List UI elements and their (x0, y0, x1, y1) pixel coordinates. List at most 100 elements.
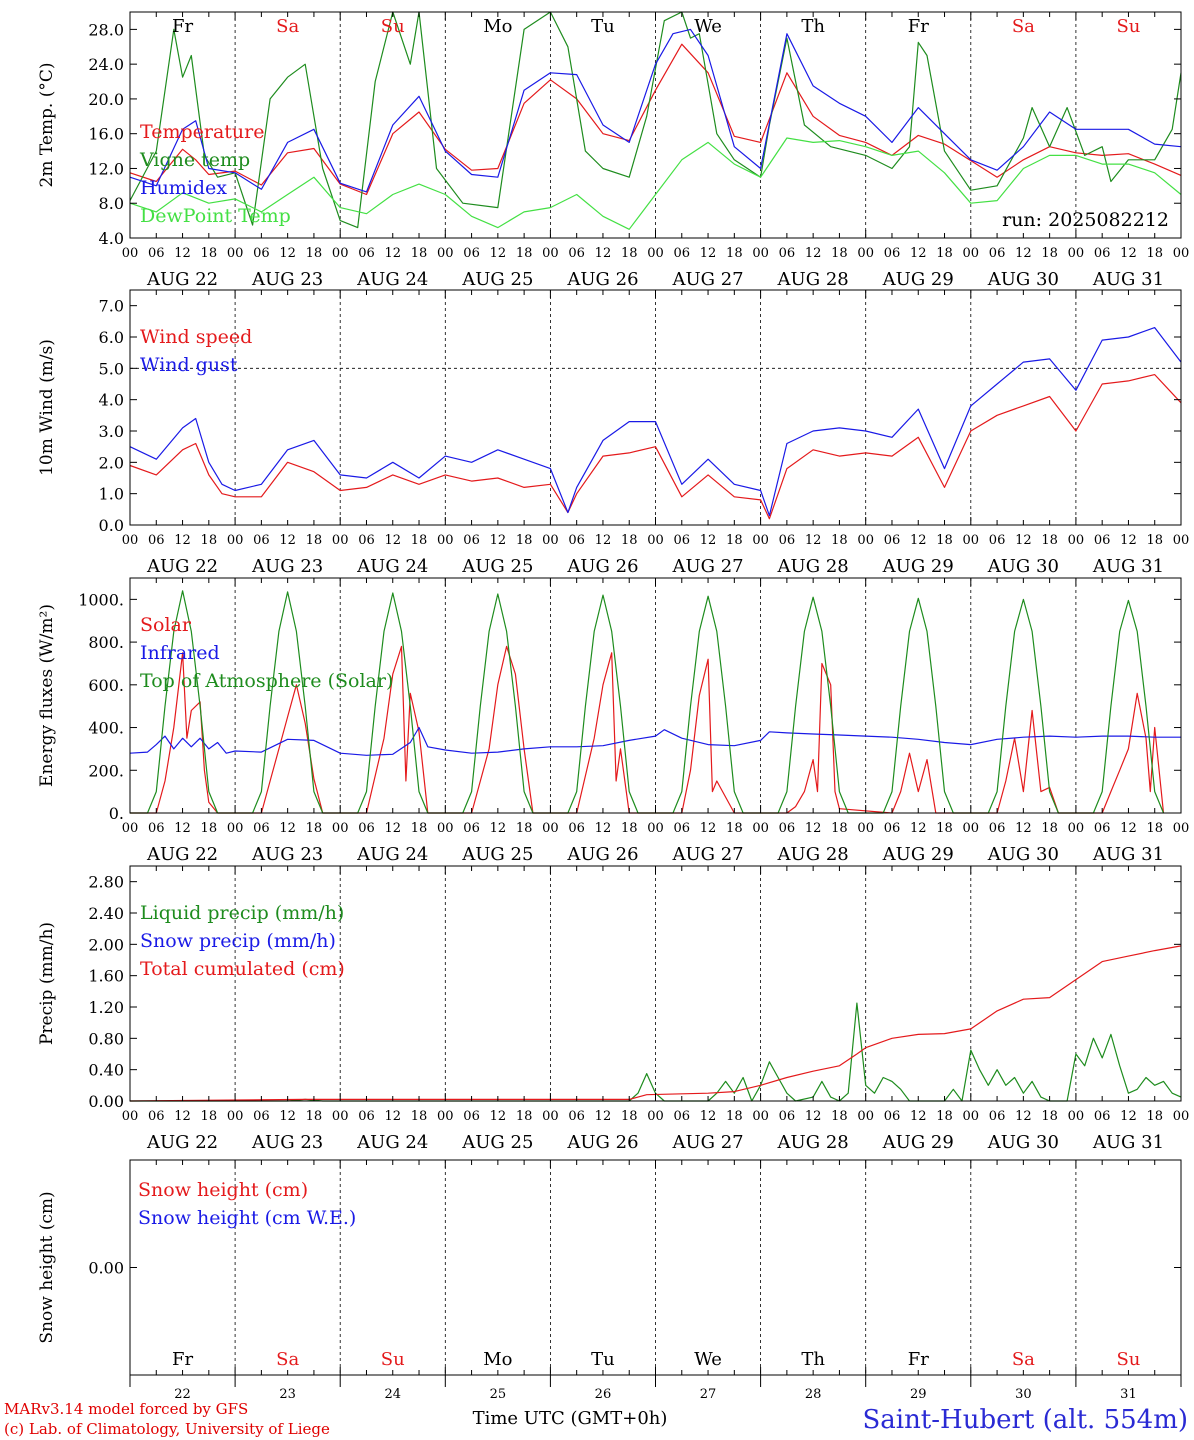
date-label: AUG 26 (566, 556, 638, 577)
hour-tick-label: 12 (805, 246, 822, 261)
y-axis-label: Snow height (cm) (37, 1191, 57, 1343)
hour-tick-label: 06 (1094, 533, 1111, 548)
day-label: Fr (172, 16, 193, 37)
date-label: AUG 24 (356, 844, 428, 865)
day-label: We (694, 16, 722, 37)
hour-tick-label: 06 (148, 1109, 165, 1124)
hour-tick-label: 00 (437, 1109, 454, 1124)
hour-tick-label: 12 (279, 533, 296, 548)
series-humidex (129, 28, 1182, 193)
hour-tick-label: 00 (122, 821, 139, 836)
hour-tick-label: 06 (779, 533, 796, 548)
hour-tick-label: 00 (227, 246, 244, 261)
date-label: AUG 31 (1092, 269, 1164, 290)
hour-tick-label: 00 (963, 1109, 980, 1124)
date-label: AUG 28 (777, 269, 849, 290)
date-label: AUG 25 (461, 844, 533, 865)
y-tick-label: 28.0 (88, 20, 124, 39)
hour-tick-label: 12 (805, 533, 822, 548)
hour-tick-label: 00 (332, 1109, 349, 1124)
hour-tick-label: 12 (805, 821, 822, 836)
series-dewpoint-temp (129, 137, 1182, 230)
hour-tick-label: 00 (857, 533, 874, 548)
date-label: AUG 26 (566, 844, 638, 865)
hour-tick-label: 00 (963, 246, 980, 261)
date-label: AUG 30 (987, 556, 1059, 577)
day-label: Tu (591, 1349, 615, 1370)
hour-tick-label: 06 (463, 246, 480, 261)
hour-tick-label: 12 (1120, 1109, 1137, 1124)
y-tick-label: 4.0 (99, 391, 124, 410)
hour-tick-label: 18 (516, 246, 533, 261)
hour-tick-label: 06 (1094, 821, 1111, 836)
hour-tick-label: 06 (463, 533, 480, 548)
date-label: AUG 25 (461, 556, 533, 577)
hour-tick-label: 06 (884, 1109, 901, 1124)
hour-tick-label: 06 (884, 821, 901, 836)
hour-tick-label: 18 (306, 246, 323, 261)
hour-tick-label: 18 (306, 821, 323, 836)
hour-tick-label: 18 (936, 821, 953, 836)
hour-tick-label: 00 (1068, 533, 1085, 548)
hour-tick-label: 12 (1120, 246, 1137, 261)
date-label: AUG 22 (146, 269, 218, 290)
date-label: AUG 22 (146, 844, 218, 865)
hour-tick-label: 12 (1015, 821, 1032, 836)
hour-tick-label: 00 (647, 821, 664, 836)
date-label: AUG 23 (251, 556, 323, 577)
day-number: 31 (1120, 1387, 1137, 1402)
panel-2 (129, 289, 1182, 526)
hour-tick-label: 00 (437, 821, 454, 836)
legend-entry: Total cumulated (cm) (140, 958, 345, 980)
hour-tick-label: 06 (1094, 1109, 1111, 1124)
hour-tick-label: 12 (700, 1109, 717, 1124)
y-tick-label: 12.0 (88, 159, 124, 178)
day-label: Th (801, 1349, 825, 1370)
series-top-of-atmosphere-solar- (130, 590, 1165, 814)
date-label: AUG 23 (251, 1132, 323, 1153)
hour-tick-label: 00 (963, 821, 980, 836)
date-label: AUG 31 (1092, 556, 1164, 577)
hour-tick-label: 18 (411, 1109, 428, 1124)
hour-tick-label: 00 (647, 1109, 664, 1124)
hour-tick-label: 12 (910, 533, 927, 548)
hour-tick-label: 18 (621, 821, 638, 836)
y-axis-label: Energy fluxes (W/m²) (37, 604, 57, 787)
legend-entry: Infrared (140, 642, 220, 664)
series-infrared (129, 726, 1181, 756)
hour-tick-label: 00 (857, 821, 874, 836)
hour-tick-label: 18 (621, 533, 638, 548)
y-tick-label: 1000. (78, 590, 124, 609)
hour-tick-label: 12 (384, 533, 401, 548)
legend-entry: Liquid precip (mm/h) (140, 902, 344, 924)
date-label: AUG 31 (1092, 844, 1164, 865)
y-tick-label: 8.0 (99, 194, 124, 213)
hour-tick-label: 00 (437, 246, 454, 261)
hour-tick-label: 18 (936, 1109, 953, 1124)
series-wind-gust (129, 327, 1182, 517)
day-label: Su (381, 16, 405, 37)
hour-tick-label: 06 (568, 1109, 585, 1124)
footer-lab-text: (c) Lab. of Climatology, University of L… (4, 1420, 330, 1438)
date-label: AUG 27 (671, 1132, 743, 1153)
legend-entry: Snow height (cm W.E.) (138, 1207, 356, 1229)
series-total-cumulated-cm- (129, 945, 1182, 1102)
date-label: AUG 22 (146, 1132, 218, 1153)
date-label: AUG 24 (356, 1132, 428, 1153)
hour-tick-label: 18 (201, 533, 218, 548)
hour-tick-label: 00 (332, 821, 349, 836)
hour-tick-label: 06 (674, 246, 691, 261)
y-tick-label: 0.40 (88, 1061, 124, 1080)
date-label: AUG 29 (882, 556, 954, 577)
hour-tick-label: 12 (279, 246, 296, 261)
hour-tick-label: 06 (989, 246, 1006, 261)
day-label: Sa (276, 16, 299, 37)
hour-tick-label: 00 (1173, 1109, 1190, 1124)
y-tick-label: 2.00 (88, 935, 124, 954)
hour-tick-label: 00 (1068, 821, 1085, 836)
hour-tick-label: 06 (148, 246, 165, 261)
hour-tick-label: 00 (437, 533, 454, 548)
hour-tick-label: 06 (568, 821, 585, 836)
day-label: Sa (276, 1349, 299, 1370)
hour-tick-label: 00 (1173, 533, 1190, 548)
